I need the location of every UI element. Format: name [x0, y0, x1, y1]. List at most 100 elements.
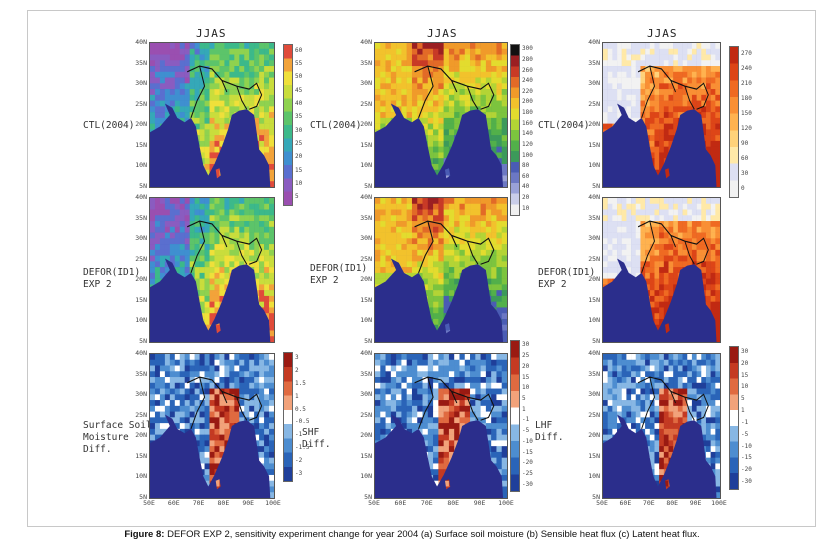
colorbar-soil-moisture-tick-label: 10: [295, 180, 303, 187]
latitude-tick-label: 30N: [135, 390, 147, 399]
colorbar-diff-latent-heat-tick-label: -1: [741, 418, 749, 426]
country-borders: [187, 376, 263, 430]
colorbar-latent-heat-tick-label: 240: [741, 64, 752, 72]
latitude-tick-label: 20N: [135, 120, 147, 129]
longitude-tick-label: 80E: [217, 499, 230, 507]
colorbar-diff-sensible-heat-tick-label: 5: [522, 394, 526, 402]
latitude-tick-label: 20N: [588, 120, 600, 129]
colorbar-diff-soil-moisture-tick-label: -2: [295, 456, 303, 464]
colorbar-diff-soil-moisture-tick-label: -0.5: [295, 418, 310, 426]
season-label-col-b: JJAS: [427, 27, 458, 40]
latitude-tick-label: 35N: [588, 58, 600, 67]
longitude-tick-label: 50E: [368, 499, 380, 507]
latitude-tick-label: 5N: [139, 182, 147, 190]
colorbar-sensible-heat: [510, 44, 520, 216]
longitude-tick-label: 80E: [666, 499, 679, 507]
latitude-tick-label: 25N: [360, 99, 372, 108]
colorbar-sensible-heat-tick-label: 20: [522, 194, 530, 202]
map-ctl-sensible-heat: [374, 42, 508, 188]
latitude-tick-label: 40N: [360, 38, 372, 46]
latitude-tick-label: 35N: [360, 213, 372, 222]
season-label-col-c: JJAS: [647, 27, 678, 40]
colorbar-latent-heat-tick-label: 60: [741, 154, 749, 162]
latitude-tick-label: 5N: [364, 182, 372, 190]
colorbar-diff-sensible-heat-tick-label: -5: [522, 427, 530, 435]
longitude-tick-label: 60E: [619, 499, 632, 507]
latitude-tick-label: 10N: [588, 472, 600, 481]
latitude-tick-label: 30N: [588, 79, 600, 88]
map-diff-latent-heat: [602, 353, 721, 499]
latitude-tick-label: 40N: [588, 193, 600, 201]
colorbar-diff-latent-heat-tick-label: -5: [741, 430, 749, 438]
country-borders: [414, 376, 495, 430]
row-label-ctl-c: CTL(2004): [538, 120, 590, 131]
longitude-tick-label: 100E: [711, 499, 727, 507]
colorbar-diff-sensible-heat-tick-label: -1: [522, 416, 530, 424]
colorbar-diff-sensible-heat-tick-label: -20: [522, 459, 533, 467]
land-field: [375, 43, 507, 187]
longitude-tick-label: 60E: [167, 499, 180, 507]
row-label-defor-c: DEFOR(ID1) EXP 2: [538, 267, 596, 290]
latitude-tick-label: 30N: [588, 390, 600, 399]
row-label-defor-a: DEFOR(ID1) EXP 2: [83, 267, 141, 290]
latitude-tick-label: 40N: [135, 349, 147, 357]
colorbar-diff-soil-moisture-tick-label: -1.5: [295, 444, 310, 451]
colorbar-soil-moisture-tick-label: 25: [295, 140, 303, 147]
colorbar-latent-heat: [729, 46, 739, 198]
latitude-tick-label: 30N: [588, 234, 600, 243]
latitude-tick-label: 5N: [139, 337, 147, 345]
latitude-tick-label: 40N: [360, 193, 372, 201]
longitude-tick-label: 90E: [242, 499, 255, 507]
latitude-tick-label: 25N: [588, 410, 600, 419]
colorbar-diff-sensible-heat-tick-label: 25: [522, 352, 530, 360]
longitude-tick-label: 50E: [596, 499, 608, 507]
colorbar-sensible-heat-tick-label: 100: [522, 151, 533, 159]
latitude-tick-label: 5N: [592, 493, 600, 501]
longitude-tick-label: 80E: [447, 499, 460, 507]
latitude-tick-label: 35N: [135, 369, 147, 378]
colorbar-soil-moisture-tick-label: 40: [295, 100, 303, 107]
colorbar-sensible-heat-tick-label: 260: [522, 66, 533, 74]
latitude-tick-label: 40N: [135, 193, 147, 201]
latitude-tick-label: 25N: [360, 410, 372, 419]
latitude-tick-label: 10N: [360, 161, 372, 170]
colorbar-sensible-heat-tick-label: 40: [522, 183, 530, 191]
colorbar-diff-sensible-heat-tick-label: 10: [522, 384, 530, 392]
colorbar-diff-sensible-heat-tick-label: 30: [522, 341, 530, 349]
country-borders: [414, 220, 495, 274]
latitude-tick-label: 35N: [360, 369, 372, 378]
colorbar-soil-moisture-tick-label: 55: [295, 60, 303, 67]
colorbar-soil-moisture: [283, 44, 293, 206]
latitude-tick-label: 30N: [360, 390, 372, 399]
colorbar-diff-soil-moisture-tick-label: 2: [295, 367, 299, 375]
row-label-ctl-a: CTL(2004): [83, 120, 135, 131]
latitude-tick-label: 30N: [135, 234, 147, 243]
longitude-tick-label: 70E: [642, 499, 655, 507]
latitude-tick-label: 35N: [588, 213, 600, 222]
colorbar-diff-latent-heat-tick-label: 1: [741, 407, 745, 415]
latitude-tick-label: 5N: [139, 493, 147, 501]
map-diff-sensible-heat: [374, 353, 508, 499]
map-ctl-latent-heat: [602, 42, 721, 188]
latitude-tick-label: 30N: [360, 234, 372, 243]
colorbar-soil-moisture-tick-label: 30: [295, 126, 303, 134]
longitude-tick-label: 70E: [420, 499, 433, 507]
colorbar-soil-moisture-tick-label: 60: [295, 46, 303, 54]
colorbar-sensible-heat-tick-label: 60: [522, 172, 530, 180]
colorbar-sensible-heat-tick-label: 200: [522, 98, 533, 106]
latitude-tick-label: 35N: [135, 213, 147, 222]
colorbar-soil-moisture-tick-label: 45: [295, 86, 303, 94]
colorbar-soil-moisture-tick-label: 5: [295, 193, 299, 201]
map-defor-sensible-heat: [374, 197, 508, 343]
latitude-tick-label: 30N: [135, 79, 147, 88]
country-borders: [637, 220, 709, 274]
colorbar-diff-latent-heat: [729, 346, 739, 490]
colorbar-latent-heat-tick-label: 120: [741, 124, 752, 132]
latitude-tick-label: 25N: [135, 254, 147, 263]
latitude-tick-label: 40N: [588, 349, 600, 357]
longitude-tick-label: 90E: [473, 499, 486, 507]
caption-figure-number: Figure 8:: [124, 529, 165, 540]
latitude-tick-label: 25N: [360, 254, 372, 263]
colorbar-sensible-heat-tick-label: 160: [522, 119, 533, 127]
longitude-tick-label: 100E: [498, 499, 514, 507]
